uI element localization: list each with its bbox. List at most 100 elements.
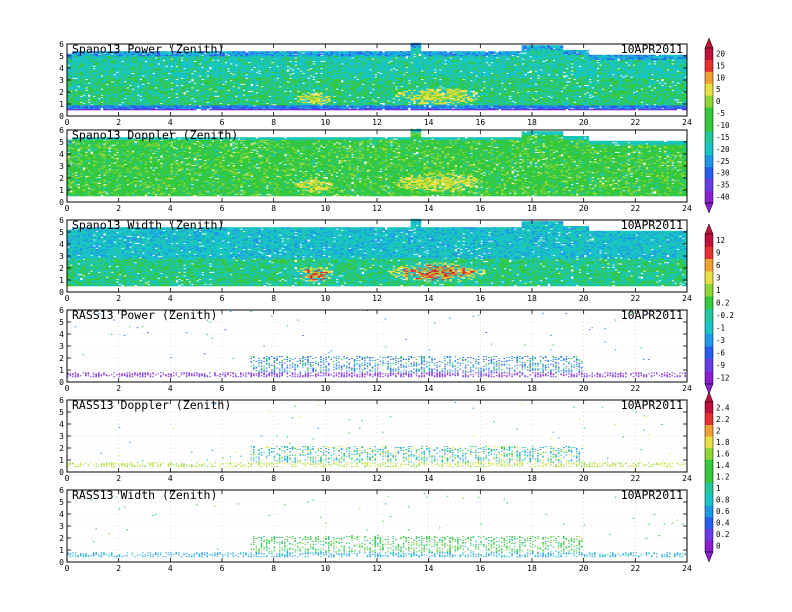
- cell: [209, 90, 212, 92]
- cell: [132, 90, 135, 92]
- cell: [235, 51, 238, 53]
- cell: [170, 67, 173, 69]
- cell: [98, 99, 101, 101]
- cell: [111, 82, 114, 84]
- cell: [124, 99, 127, 101]
- cell: [235, 66, 238, 68]
- cell: [168, 98, 171, 100]
- cell: [250, 92, 253, 94]
- cell: [232, 87, 235, 89]
- cell: [170, 84, 173, 86]
- cell: [225, 55, 228, 57]
- cell: [258, 72, 261, 74]
- cell: [235, 97, 238, 99]
- cell: [261, 51, 264, 53]
- cell: [80, 97, 83, 99]
- cell: [181, 58, 184, 60]
- cell: [83, 96, 86, 98]
- cell: [106, 85, 109, 87]
- cell: [176, 86, 179, 88]
- cell: [183, 94, 186, 96]
- cell: [181, 86, 184, 88]
- cell: [271, 63, 274, 64]
- cell: [119, 105, 122, 107]
- cell: [199, 76, 202, 78]
- cell: [93, 97, 96, 99]
- cell: [250, 51, 253, 53]
- cell: [176, 94, 179, 96]
- cell: [196, 91, 199, 93]
- cell: [201, 80, 204, 82]
- cell: [230, 74, 233, 76]
- cell: [225, 82, 228, 84]
- cell: [170, 90, 173, 92]
- cell: [170, 60, 173, 62]
- cell: [230, 64, 233, 66]
- cell: [256, 102, 259, 104]
- cell: [137, 96, 140, 98]
- cell: [101, 96, 104, 98]
- cell: [139, 80, 142, 82]
- cell: [85, 91, 88, 93]
- cell: [225, 63, 228, 64]
- cell: [240, 51, 243, 53]
- cell: [83, 104, 86, 106]
- cell: [194, 72, 197, 74]
- cell: [142, 76, 145, 78]
- cell: [194, 62, 197, 64]
- cell: [75, 91, 78, 93]
- cell: [124, 82, 127, 84]
- cell: [72, 79, 75, 81]
- cell: [243, 51, 246, 53]
- cell: [191, 99, 194, 101]
- cell: [142, 85, 145, 87]
- cell: [199, 64, 202, 66]
- cell: [88, 100, 91, 102]
- cell: [129, 86, 132, 88]
- cell: [165, 67, 168, 69]
- cell: [227, 56, 230, 58]
- cell: [207, 76, 210, 78]
- cell: [194, 84, 197, 86]
- cell: [214, 97, 217, 99]
- cell: [269, 68, 272, 70]
- cell: [101, 98, 104, 100]
- cell: [256, 93, 259, 95]
- cell: [227, 91, 230, 93]
- cell: [114, 75, 117, 77]
- cell: [217, 97, 220, 99]
- cell: [80, 103, 83, 105]
- cell: [176, 98, 179, 100]
- cell: [126, 88, 129, 90]
- cell: [181, 61, 184, 63]
- cell: [145, 62, 148, 64]
- cell: [199, 106, 202, 108]
- cell: [137, 87, 140, 89]
- cell: [165, 80, 168, 82]
- cell: [240, 85, 243, 87]
- cell: [101, 76, 104, 78]
- cell: [214, 92, 217, 94]
- cell: [227, 69, 230, 71]
- cell: [245, 52, 248, 54]
- cell: [212, 61, 215, 63]
- cell: [232, 75, 235, 77]
- cell: [258, 74, 261, 76]
- cell: [271, 105, 274, 107]
- cell: [245, 100, 248, 102]
- cell: [101, 103, 104, 105]
- cell: [250, 86, 253, 88]
- cell: [243, 91, 246, 93]
- cell: [269, 97, 272, 99]
- cell: [116, 73, 119, 75]
- cell: [209, 109, 212, 111]
- cell: [271, 51, 274, 53]
- cell: [248, 63, 251, 64]
- cell: [256, 73, 259, 75]
- cell: [238, 51, 241, 53]
- cell: [269, 51, 272, 53]
- cell: [225, 51, 228, 53]
- cell: [121, 103, 124, 105]
- cell: [93, 67, 96, 69]
